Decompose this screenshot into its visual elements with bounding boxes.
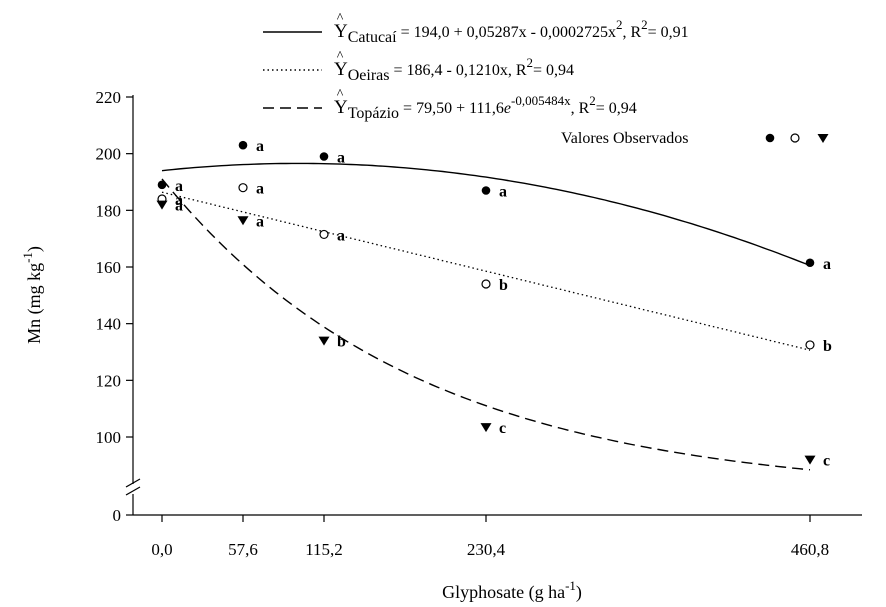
y-tick-label: 220 [96, 88, 122, 107]
data-point [480, 423, 492, 433]
significance-label: b [337, 334, 346, 351]
significance-label: c [823, 453, 830, 470]
legend-marker [765, 133, 775, 143]
significance-label: a [175, 178, 183, 195]
data-point [238, 183, 248, 193]
x-tick-label: 460,8 [791, 540, 829, 559]
x-tick-label: 57,6 [228, 540, 258, 559]
significance-label: a [256, 138, 264, 155]
significance-label: a [337, 150, 345, 167]
data-point [804, 455, 816, 465]
significance-label: a [823, 256, 831, 273]
y-axis-break-mark [125, 486, 141, 496]
x-axis-label: Glyphosate (g ha-1) [442, 578, 582, 603]
regression-curves [161, 162, 811, 471]
significance-label: b [499, 277, 508, 294]
significance-label: b [823, 338, 832, 355]
y-tick-label: 120 [96, 371, 122, 390]
significance-label: a [337, 227, 345, 244]
legend-equation: YOeiras = 186,4 - 0,1210x, R2= 0,94 [334, 55, 574, 84]
significance-label: a [256, 213, 264, 230]
y-axis-label: Mn (mg kg-1) [20, 246, 45, 344]
legend-marker [817, 134, 829, 143]
data-point [318, 336, 330, 346]
significance-label: a [256, 181, 264, 198]
legend-hat: ^ [337, 87, 344, 102]
legend-equation: YTopázio = 79,50 + 111,6e-0,005484x, R2=… [334, 93, 637, 122]
significance-label: a [175, 192, 183, 209]
y-axis-break-mark [125, 478, 141, 488]
legend-hat: ^ [337, 11, 344, 26]
data-point [237, 216, 249, 226]
y-tick-label: 180 [96, 201, 122, 220]
data-point [805, 340, 815, 350]
data-point [319, 152, 329, 161]
y-tick-label: 0 [113, 506, 122, 525]
x-tick-label: 0,0 [151, 540, 172, 559]
x-tick-label: 230,4 [467, 540, 506, 559]
data-point [319, 229, 329, 240]
y-tick-label: 100 [96, 428, 122, 447]
data-point [238, 140, 248, 150]
legend-equation: YCatucaí = 194,0 + 0,05287x - 0,0002725x… [334, 17, 689, 46]
curve-catuca [161, 162, 811, 267]
legend: ^YCatucaí = 194,0 + 0,05287x - 0,0002725… [263, 11, 829, 147]
axes: 0 100 120 140 160 180 200 220 0,0 57,6 115,2 230,4 4… [96, 88, 862, 559]
legend-observed-label: Valores Observados [561, 130, 689, 147]
curve-oeiras [161, 191, 811, 351]
data-point [156, 200, 168, 210]
significance-label: a [499, 184, 507, 201]
significance-label: a [175, 198, 183, 215]
legend-marker [790, 133, 800, 143]
data-point [481, 186, 491, 195]
y-tick-label: 160 [96, 258, 122, 277]
curve-topzio [161, 178, 811, 471]
data-point [157, 180, 167, 190]
y-tick-label: 140 [96, 315, 122, 334]
significance-label: c [499, 420, 506, 437]
x-tick-label: 115,2 [305, 540, 343, 559]
data-point [481, 279, 491, 289]
data-point [805, 258, 815, 268]
y-tick-label: 200 [96, 145, 122, 164]
legend-hat: ^ [337, 49, 344, 64]
